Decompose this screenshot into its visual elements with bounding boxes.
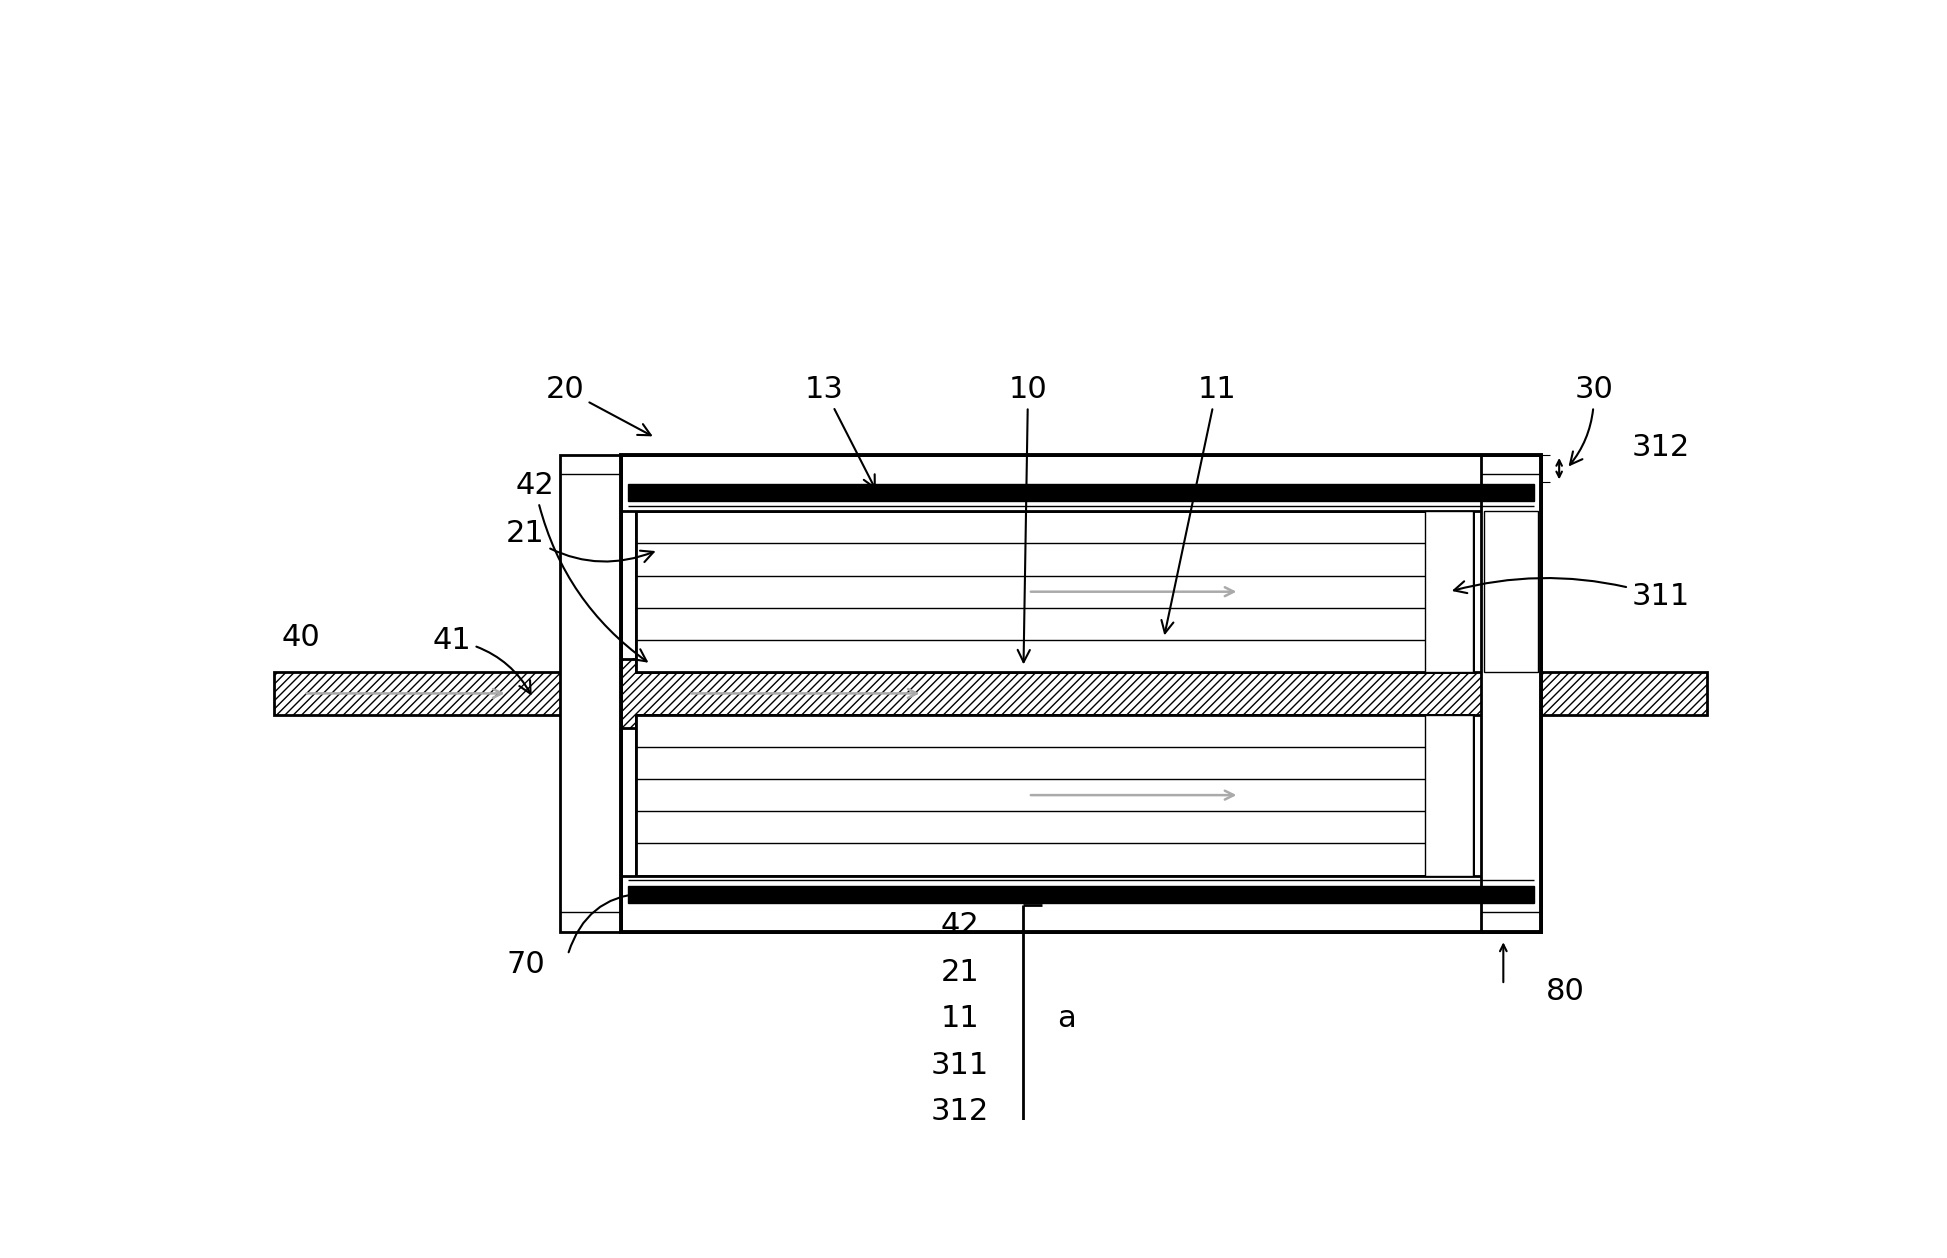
Text: 80: 80 — [1546, 977, 1585, 1006]
Bar — [621, 455, 1542, 932]
Text: 13: 13 — [804, 375, 874, 488]
Bar — [1425, 715, 1474, 876]
Text: 70: 70 — [506, 950, 545, 979]
Bar — [635, 715, 1474, 876]
Bar — [1484, 511, 1538, 672]
Bar — [1425, 511, 1474, 672]
Text: 21: 21 — [940, 957, 979, 986]
Bar — [621, 876, 1542, 932]
FancyArrowPatch shape — [569, 891, 641, 952]
Text: 11: 11 — [1162, 375, 1236, 633]
Text: 20: 20 — [545, 375, 650, 435]
Bar — [561, 455, 621, 932]
Bar — [621, 455, 1542, 511]
Polygon shape — [273, 658, 1708, 728]
Text: 312: 312 — [931, 1097, 989, 1126]
Bar — [1480, 455, 1542, 932]
Bar — [635, 511, 1474, 672]
Bar — [629, 886, 1534, 903]
Text: 42: 42 — [940, 911, 979, 941]
Text: 40: 40 — [280, 623, 319, 652]
Text: 311: 311 — [1454, 577, 1690, 611]
Polygon shape — [635, 511, 1474, 672]
Bar — [629, 484, 1534, 501]
Text: 10: 10 — [1009, 375, 1047, 662]
Text: 311: 311 — [931, 1050, 989, 1079]
Text: 42: 42 — [516, 470, 646, 662]
Text: 11: 11 — [940, 1004, 979, 1033]
Polygon shape — [635, 715, 1474, 876]
Text: 30: 30 — [1569, 375, 1614, 464]
Text: 312: 312 — [1632, 433, 1690, 462]
Text: 21: 21 — [506, 520, 654, 562]
Text: 41: 41 — [432, 625, 532, 693]
Text: a: a — [1057, 1004, 1075, 1033]
